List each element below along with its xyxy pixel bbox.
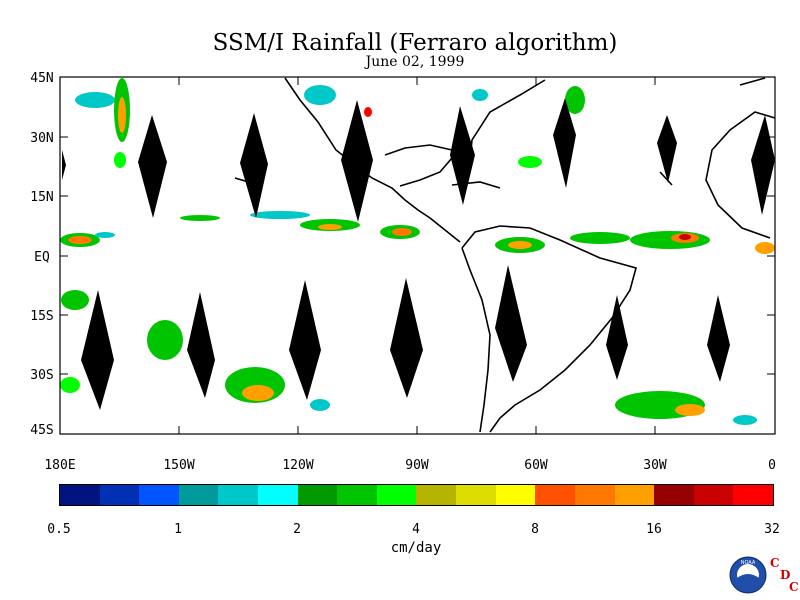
colorbar-label: 4 xyxy=(412,522,420,537)
colorbar-label: 2 xyxy=(293,522,301,537)
colorbar-swatch xyxy=(376,485,417,505)
rainfall-patches xyxy=(60,78,775,425)
latitude-axis: 45N 30N 15N EQ 15S 30S 45S xyxy=(30,71,775,438)
colorbar xyxy=(59,484,774,506)
colorbar-label: 0.5 xyxy=(47,522,71,537)
lon-label: 60W xyxy=(524,458,548,473)
swath-gaps xyxy=(62,98,775,410)
coastlines xyxy=(234,77,776,433)
lat-label: 45N xyxy=(30,71,53,86)
colorbar-swatch xyxy=(178,485,219,505)
logo-letter: D xyxy=(780,568,791,582)
lat-label: EQ xyxy=(34,250,50,265)
logo-agency-text: NOAA xyxy=(741,560,756,566)
noaa-logo-icon: NOAA xyxy=(729,556,767,594)
lon-label: 90W xyxy=(405,458,429,473)
colorbar-swatch xyxy=(258,485,298,505)
map-date: June 02, 1999 xyxy=(365,54,465,70)
colorbar-swatch xyxy=(297,485,338,505)
colorbar-swatch xyxy=(654,485,694,505)
colorbar-swatch xyxy=(99,485,140,505)
lon-label: 0 xyxy=(768,458,776,473)
colorbar-swatch xyxy=(535,485,575,505)
colorbar-swatch xyxy=(495,485,536,505)
lon-label: 180E xyxy=(44,458,75,473)
colorbar-label: 1 xyxy=(174,522,182,537)
colorbar-swatch xyxy=(218,485,259,505)
lat-label: 15S xyxy=(30,309,53,324)
colorbar-swatch xyxy=(60,485,100,505)
colorbar-swatch xyxy=(337,485,377,505)
lon-label: 120W xyxy=(282,458,313,473)
colorbar-swatch xyxy=(416,485,457,505)
lon-label: 150W xyxy=(163,458,194,473)
colorbar-swatch xyxy=(456,485,496,505)
logo-letter: C xyxy=(770,556,780,570)
colorbar-label: 32 xyxy=(764,522,780,537)
colorbar-swatch xyxy=(733,485,773,505)
colorbar-swatch xyxy=(574,485,615,505)
lat-label: 30S xyxy=(30,368,53,383)
colorbar-label: 16 xyxy=(646,522,662,537)
logo-letter: C xyxy=(789,580,799,594)
lat-label: 15N xyxy=(30,190,53,205)
colorbar-swatch xyxy=(139,485,179,505)
colorbar-swatch xyxy=(614,485,655,505)
lon-label: 30W xyxy=(643,458,667,473)
lat-label: 45S xyxy=(30,423,53,438)
longitude-axis: 180E 150W 120W 90W 60W 30W 0 xyxy=(44,77,776,473)
colorbar-swatch xyxy=(693,485,734,505)
lat-label: 30N xyxy=(30,131,53,146)
colorbar-units: cm/day xyxy=(390,540,442,556)
map-title: SSM/I Rainfall (Ferraro algorithm) xyxy=(212,30,618,56)
colorbar-label: 8 xyxy=(531,522,539,537)
